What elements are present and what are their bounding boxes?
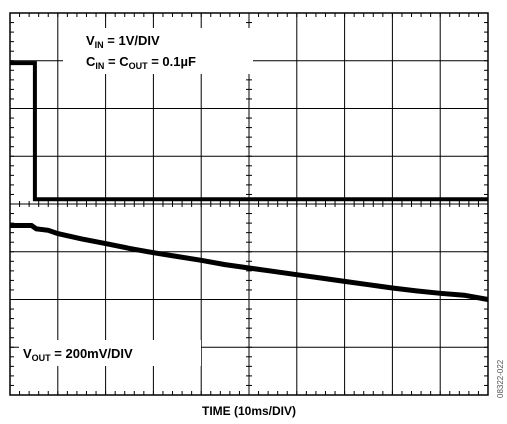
capacitance-label: CIN = COUT = 0.1µF [86,54,196,71]
vin-trace [10,61,488,202]
annotation-bg-vout [19,340,201,366]
vin-scale-label: VIN = 1V/DIV [86,33,160,50]
x-axis-label: TIME (10ms/DIV) [202,404,296,418]
vout-trace [10,223,489,302]
vout-scale-label: VOUT = 200mV/DIV [23,346,133,363]
plot-frame [9,12,489,396]
traces [10,61,489,302]
figure-code: 08322-022 [496,359,505,398]
annotation-bg-vin [63,28,253,74]
